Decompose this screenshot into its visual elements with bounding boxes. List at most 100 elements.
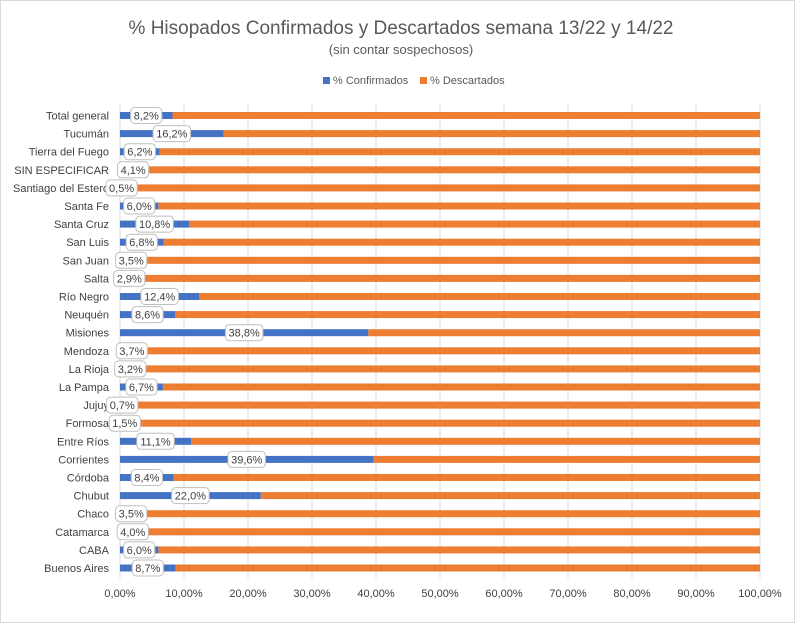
bar-descartados (142, 510, 760, 518)
data-label: 4,1% (117, 161, 150, 179)
data-label-box (108, 414, 141, 432)
category-label: Santa Cruz (54, 219, 109, 231)
bar-descartados (260, 492, 760, 500)
bar-descartados (158, 546, 760, 554)
bar-descartados (175, 564, 760, 572)
data-label: 6,7% (125, 378, 158, 396)
data-label: 0,7% (106, 396, 139, 414)
data-label-box (131, 559, 164, 577)
data-label-text: 8,7% (135, 563, 160, 575)
data-label-box (116, 523, 149, 541)
data-label-text: 8,4% (134, 473, 159, 485)
data-label: 6,8% (125, 233, 158, 251)
data-label: 8,2% (130, 107, 163, 124)
data-label-box (106, 396, 139, 414)
data-label-text: 16,2% (156, 129, 187, 141)
bar-descartados (123, 184, 760, 192)
category-label: Chubut (74, 491, 109, 503)
x-tick-label: 70,00% (549, 588, 587, 600)
data-label: 38,8% (224, 324, 264, 342)
x-tick-label: 80,00% (613, 588, 651, 600)
data-label: 8,6% (131, 306, 164, 324)
data-label: 3,7% (115, 342, 148, 360)
bar-descartados (145, 528, 761, 536)
data-label: 3,5% (115, 505, 148, 523)
data-label-text: 1,5% (112, 418, 137, 430)
category-label: CABA (79, 545, 110, 557)
x-tick-label: 30,00% (293, 588, 331, 600)
x-tick-label: 50,00% (421, 588, 459, 600)
bar-descartados (146, 166, 761, 174)
data-label-box (131, 306, 164, 324)
data-label-text: 3,5% (119, 509, 144, 521)
category-label: Neuquén (64, 310, 109, 322)
data-label: 6,0% (123, 541, 156, 559)
data-label-text: 3,2% (118, 364, 143, 376)
data-label-box (152, 125, 192, 143)
data-label: 2,9% (113, 269, 146, 287)
data-label-text: 6,2% (127, 147, 152, 159)
category-label: Santa Fe (64, 201, 109, 213)
data-label: 6,0% (123, 197, 156, 215)
data-label-box (123, 197, 156, 215)
legend-label-confirmados: % Confirmados (333, 75, 409, 87)
data-label: 8,4% (130, 469, 163, 486)
bar-descartados (159, 148, 760, 156)
data-label-text: 3,7% (119, 346, 144, 358)
bar-descartados (142, 256, 760, 264)
data-label-text: 11,1% (140, 436, 171, 448)
category-label: Catamarca (55, 527, 110, 539)
data-label-box (115, 251, 148, 269)
data-label: 11,1% (136, 432, 175, 450)
x-tick-label: 60,00% (485, 588, 523, 600)
category-label: Córdoba (67, 473, 110, 485)
data-label-text: 6,0% (127, 201, 152, 213)
bar-descartados (199, 293, 761, 300)
legend-swatch-descartados (420, 77, 427, 84)
data-label-box (140, 288, 179, 305)
data-label-text: 4,1% (121, 165, 146, 177)
bar-descartados (162, 383, 760, 391)
data-label: 6,2% (123, 143, 156, 161)
category-label: Buenos Aires (44, 563, 109, 575)
category-label: Corrientes (58, 454, 109, 466)
category-label: Tierra del Fuego (29, 147, 109, 159)
data-label-box (227, 450, 266, 468)
data-label: 22,0% (171, 487, 210, 505)
bar-descartados (189, 220, 760, 228)
bar-descartados (172, 112, 761, 119)
data-label-text: 2,9% (117, 273, 142, 285)
bar-descartados (191, 437, 761, 445)
category-label: La Rioja (69, 364, 110, 376)
data-label-text: 0,5% (109, 183, 134, 195)
category-label: Entre Ríos (57, 436, 109, 448)
gridlines (119, 105, 761, 578)
data-label-box (171, 487, 210, 505)
bar-descartados (158, 202, 760, 210)
data-label-text: 3,5% (119, 255, 144, 267)
data-label-text: 10,8% (139, 219, 170, 231)
bar-descartados (129, 419, 761, 427)
bar-descartados (138, 274, 760, 282)
bar-descartados (173, 474, 760, 481)
data-label-text: 22,0% (175, 491, 206, 503)
data-label-text: 8,2% (134, 111, 159, 123)
category-label: Mendoza (64, 346, 110, 358)
legend-swatch-confirmados (323, 77, 330, 84)
data-label: 1,5% (108, 414, 141, 432)
data-label-text: 4,0% (120, 527, 145, 539)
data-label: 3,2% (114, 360, 147, 378)
chart-subtitle: (sin contar sospechosos) (329, 42, 474, 57)
category-label: San Juan (63, 255, 109, 267)
bar-descartados (124, 401, 761, 409)
data-label-box (224, 324, 264, 342)
data-label: 10,8% (135, 215, 174, 233)
data-label-box (113, 269, 146, 287)
x-tick-label: 10,00% (165, 588, 203, 600)
category-label: Total general (46, 111, 109, 123)
data-label-box (123, 143, 156, 161)
category-label: Formosa (66, 418, 110, 430)
data-label-text: 6,8% (129, 237, 154, 249)
data-label-text: 39,6% (231, 454, 262, 466)
